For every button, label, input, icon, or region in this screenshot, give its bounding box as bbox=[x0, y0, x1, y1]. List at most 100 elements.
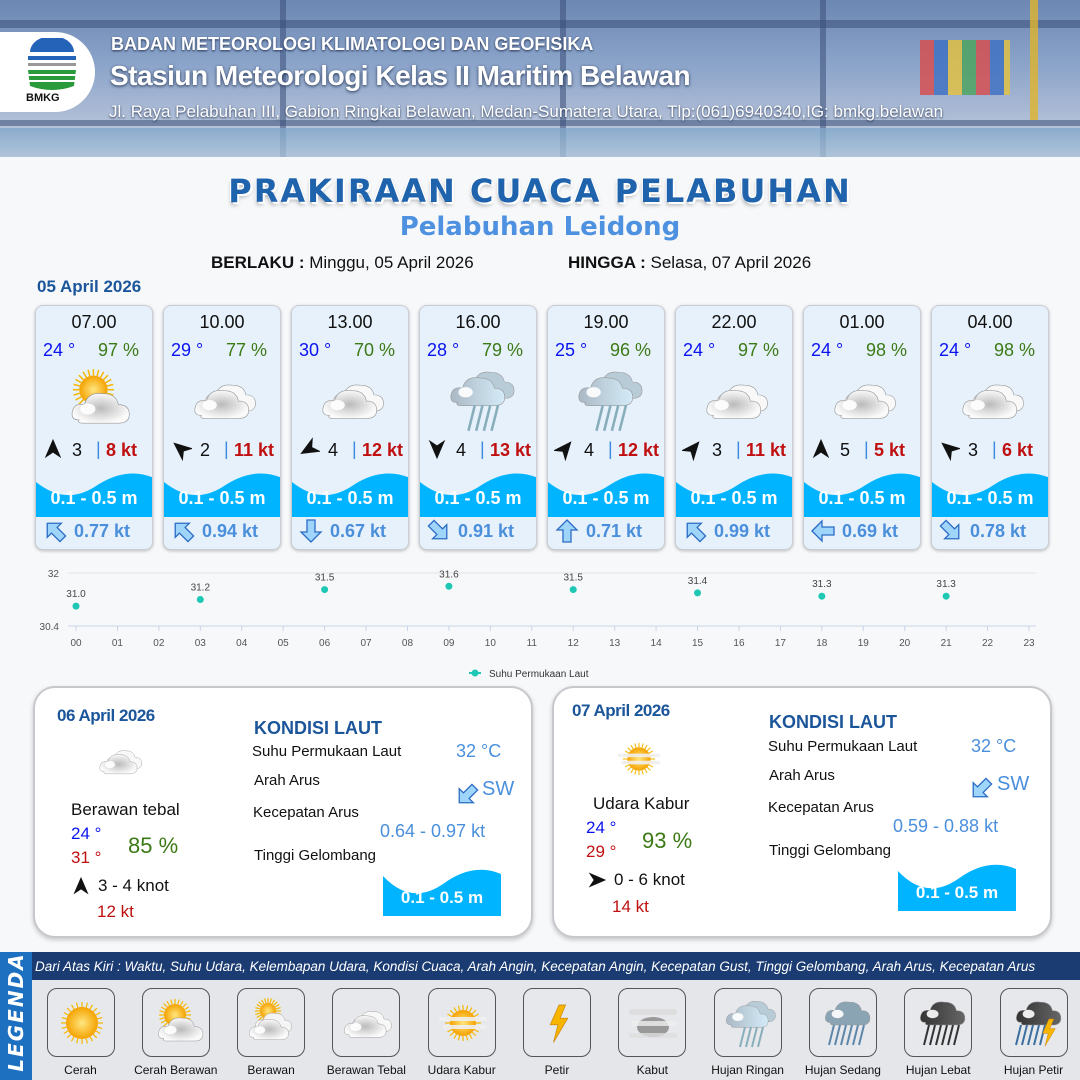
wave-height: 0.1 - 0.5 m bbox=[306, 488, 394, 508]
wave-fill bbox=[932, 511, 1048, 517]
berawan-icon bbox=[237, 988, 306, 1057]
x-tick-label: 22 bbox=[982, 638, 994, 649]
current-direction-arrow-icon bbox=[554, 518, 580, 544]
wave-icon bbox=[676, 464, 792, 516]
divider: | bbox=[352, 439, 357, 459]
header-banner: BMKG BADAN METEOROLOGI KLIMATOLOGI DAN G… bbox=[0, 0, 1080, 157]
data-point bbox=[445, 582, 453, 590]
card-wind: 3 | 6 kt bbox=[938, 437, 1048, 463]
forecast-card-22.00: 22.00 24 ° 97 % 3 | 11 kt 0.1 - 0.5 m 0.… bbox=[675, 305, 793, 550]
data-label: 31.3 bbox=[812, 579, 832, 590]
legend-title: LEGENDA bbox=[4, 952, 28, 1072]
wind-direction-arrow-icon bbox=[587, 870, 607, 890]
x-tick-label: 15 bbox=[692, 638, 704, 649]
legend-item-hujan-lebat: Hujan Lebat bbox=[891, 988, 986, 1077]
wind-direction-arrow-icon bbox=[938, 437, 962, 462]
wave-fill bbox=[804, 511, 920, 517]
current-direction-arrow-icon bbox=[938, 518, 964, 544]
legend: LEGENDA Dari Atas Kiri : Waktu, Suhu Uda… bbox=[0, 952, 1080, 1080]
legend-item-label: Berawan Tebal bbox=[326, 1063, 406, 1077]
wave-height-value: 0.1 - 0.5 m bbox=[400, 888, 484, 907]
card-temperature: 28 ° bbox=[427, 340, 460, 360]
weather-hujan-ringan-icon bbox=[440, 364, 520, 436]
legend-item-label: Hujan Ringan bbox=[711, 1063, 784, 1077]
card-wind: 4 | 12 kt bbox=[298, 437, 408, 463]
card-humidity: 96 % bbox=[609, 340, 651, 360]
wave-fill bbox=[292, 511, 408, 517]
current-direction-arrow-icon bbox=[170, 518, 196, 544]
wave-icon bbox=[420, 464, 536, 516]
sea-surface-temp-chart: 32 30.4 00 01 02 03 04 05 06 07 08 09 10 11 12 13 14 15 16… bbox=[40, 569, 1036, 680]
weather-berawan-tebal-icon bbox=[184, 364, 264, 436]
wind-direction-arrow-icon bbox=[42, 437, 64, 461]
gust-speed: 14 kt bbox=[612, 897, 649, 916]
agency-name: BADAN METEOROLOGI KLIMATOLOGI DAN GEOFIS… bbox=[111, 34, 594, 54]
legend-item-udara-kabur: Udara Kabur bbox=[414, 988, 509, 1077]
data-point bbox=[569, 586, 577, 594]
wave-icon bbox=[292, 464, 408, 516]
legend-item-label: Hujan Sedang bbox=[804, 1063, 881, 1077]
sea-condition-title: KONDISI LAUT bbox=[769, 712, 897, 732]
gust-speed: 11 kt bbox=[746, 440, 787, 460]
card-humidity: 98 % bbox=[993, 340, 1035, 360]
x-tick-label: 21 bbox=[941, 638, 953, 649]
card-humidity: 98 % bbox=[865, 340, 907, 360]
temp-min: 24 ° bbox=[586, 818, 617, 837]
card-wind: 3 | 8 kt bbox=[42, 437, 152, 463]
wave-fill bbox=[164, 511, 280, 517]
wave-icon bbox=[932, 464, 1048, 516]
legend-item-berawan-tebal: Berawan Tebal bbox=[319, 988, 414, 1077]
wave-height: 0.1 - 0.5 m bbox=[690, 488, 778, 508]
legend-item-hujan-ringan: Hujan Ringan bbox=[700, 988, 795, 1077]
card-wind: 4 | 12 kt bbox=[552, 437, 664, 463]
humidity: 85 % bbox=[128, 833, 179, 858]
temp-min: 24 ° bbox=[71, 824, 102, 843]
wave-height: 0.1 - 0.5 m bbox=[434, 488, 522, 508]
card-temperature: 25 ° bbox=[555, 340, 588, 360]
card-temperature: 24 ° bbox=[683, 340, 716, 360]
udara-kabur-icon bbox=[427, 988, 496, 1057]
wind-speed: 3 bbox=[712, 440, 723, 460]
card-time: 13.00 bbox=[327, 312, 373, 332]
divider: | bbox=[992, 439, 997, 459]
valid-from-label: BERLAKU : bbox=[211, 253, 305, 272]
bmkg-logo: BMKG bbox=[0, 32, 95, 112]
wave-height-label: Tinggi Gelombang bbox=[254, 847, 377, 864]
wave-fill bbox=[676, 511, 792, 517]
legend-item-label: Kabut bbox=[636, 1063, 668, 1077]
wave-fill bbox=[36, 511, 152, 517]
legend-item-label: Udara Kabur bbox=[427, 1063, 496, 1077]
data-point bbox=[321, 586, 329, 594]
legend-item-berawan: Berawan bbox=[224, 988, 319, 1077]
wind-direction-arrow-icon bbox=[810, 437, 832, 461]
current-direction-label: Arah Arus bbox=[254, 772, 320, 789]
current-speed: 0.77 kt bbox=[74, 521, 131, 541]
day2-panel: 06 April 2026 Berawan tebal 24 ° 31 ° 85… bbox=[33, 686, 533, 938]
hujan-ringan-icon bbox=[713, 988, 782, 1057]
gust-speed: 12 kt bbox=[97, 902, 134, 921]
legend-item-label: Cerah Berawan bbox=[134, 1063, 218, 1077]
valid-from: BERLAKU : Minggu, 05 April 2026 bbox=[211, 253, 474, 273]
x-tick-label: 20 bbox=[899, 638, 911, 649]
sst-value: 32 °C bbox=[971, 736, 1017, 756]
wind-direction-arrow-icon bbox=[71, 876, 91, 896]
legend-item-petir: Petir bbox=[510, 988, 605, 1077]
current-speed: 0.78 kt bbox=[970, 521, 1027, 541]
current-speed: 0.99 kt bbox=[714, 521, 771, 541]
sst-label: Suhu Permukaan Laut bbox=[252, 743, 402, 760]
x-tick-label: 05 bbox=[278, 638, 290, 649]
current-speed: 0.94 kt bbox=[202, 521, 259, 541]
wave-height: 0.1 - 0.5 m bbox=[818, 488, 906, 508]
legend-item-label: Cerah bbox=[64, 1063, 97, 1077]
current-speed-label: Kecepatan Arus bbox=[768, 799, 874, 816]
valid-to-date: Selasa, 07 April 2026 bbox=[650, 253, 812, 272]
divider: | bbox=[736, 439, 741, 459]
x-tick-label: 23 bbox=[1023, 638, 1035, 649]
card-humidity: 79 % bbox=[481, 340, 523, 360]
y-tick-label: 32 bbox=[48, 569, 60, 580]
day3-panel: 07 April 2026 Udara Kabur 24 ° 29 ° 93 %… bbox=[552, 686, 1052, 938]
valid-from-date: Minggu, 05 April 2026 bbox=[309, 253, 474, 272]
wave-height: 0.1 - 0.5 m bbox=[50, 488, 138, 508]
x-tick-label: 07 bbox=[360, 638, 372, 649]
x-tick-label: 16 bbox=[733, 638, 745, 649]
